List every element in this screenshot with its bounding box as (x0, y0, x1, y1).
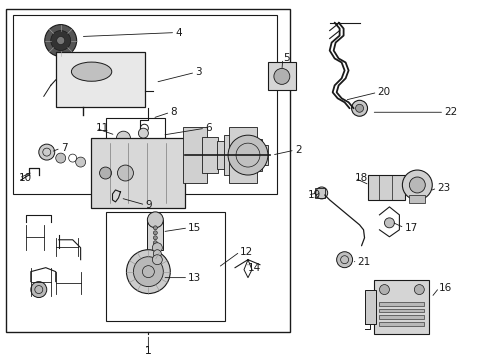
Bar (228, 127, 256, 183)
Bar (147, 220, 163, 250)
Text: 19: 19 (307, 190, 320, 200)
Bar (364, 289, 376, 324)
Text: 9: 9 (145, 200, 152, 210)
Circle shape (39, 144, 55, 160)
Text: 15: 15 (188, 223, 201, 233)
Circle shape (402, 170, 431, 200)
Circle shape (57, 37, 64, 45)
Text: 3: 3 (195, 67, 202, 77)
Circle shape (384, 218, 394, 228)
Circle shape (56, 153, 65, 163)
Text: 8: 8 (170, 107, 177, 117)
Circle shape (336, 252, 352, 268)
Circle shape (147, 212, 163, 228)
Ellipse shape (71, 62, 112, 81)
Circle shape (117, 165, 133, 181)
Circle shape (413, 285, 424, 294)
Circle shape (126, 250, 170, 293)
Text: 4: 4 (175, 28, 182, 37)
Text: 1: 1 (145, 346, 151, 356)
Text: 5: 5 (282, 54, 289, 63)
Bar (13, 15, 276, 194)
Circle shape (116, 131, 130, 145)
Text: 23: 23 (436, 183, 449, 193)
Bar (260, 145, 267, 165)
Bar (367, 175, 405, 200)
Text: 12: 12 (240, 247, 253, 257)
Circle shape (133, 257, 163, 287)
Bar (379, 302, 424, 306)
Text: 20: 20 (377, 87, 390, 97)
Circle shape (408, 177, 425, 193)
Text: 16: 16 (438, 283, 451, 293)
Text: 22: 22 (443, 107, 457, 117)
Bar (374, 280, 428, 334)
Text: 6: 6 (205, 123, 211, 133)
Bar (379, 309, 424, 312)
Circle shape (153, 226, 157, 230)
Bar (408, 195, 425, 203)
Bar (202, 137, 218, 173)
Text: 2: 2 (294, 145, 301, 155)
Bar (224, 135, 240, 175)
Circle shape (351, 100, 367, 116)
Circle shape (76, 157, 85, 167)
Bar (105, 118, 165, 158)
Bar (183, 127, 207, 183)
Circle shape (45, 24, 77, 57)
Bar (56, 53, 145, 107)
Circle shape (152, 243, 162, 253)
Bar (90, 138, 185, 208)
Circle shape (152, 255, 162, 265)
Bar (267, 62, 295, 90)
Text: 18: 18 (354, 173, 367, 183)
Bar (105, 212, 224, 321)
Circle shape (153, 236, 157, 240)
Circle shape (138, 128, 148, 138)
Text: 7: 7 (61, 143, 67, 153)
Text: 11: 11 (95, 123, 109, 133)
Circle shape (273, 68, 289, 84)
Circle shape (379, 285, 388, 294)
Circle shape (355, 104, 363, 112)
Text: 14: 14 (247, 263, 261, 273)
Circle shape (153, 231, 157, 235)
Bar (217, 141, 226, 169)
Bar (379, 315, 424, 319)
Bar (6, 9, 289, 332)
Text: 1: 1 (145, 346, 151, 356)
Circle shape (100, 167, 111, 179)
Bar (249, 139, 262, 171)
Circle shape (153, 241, 157, 245)
Text: 13: 13 (188, 273, 201, 283)
Text: 21: 21 (357, 257, 370, 267)
Bar (314, 188, 324, 198)
Text: 10: 10 (19, 173, 32, 183)
Circle shape (153, 250, 161, 258)
Circle shape (51, 31, 71, 50)
Circle shape (31, 282, 47, 298)
Bar (149, 142, 159, 152)
Circle shape (227, 135, 267, 175)
Circle shape (315, 187, 327, 199)
Text: 17: 17 (404, 223, 417, 233)
Bar (379, 323, 424, 327)
